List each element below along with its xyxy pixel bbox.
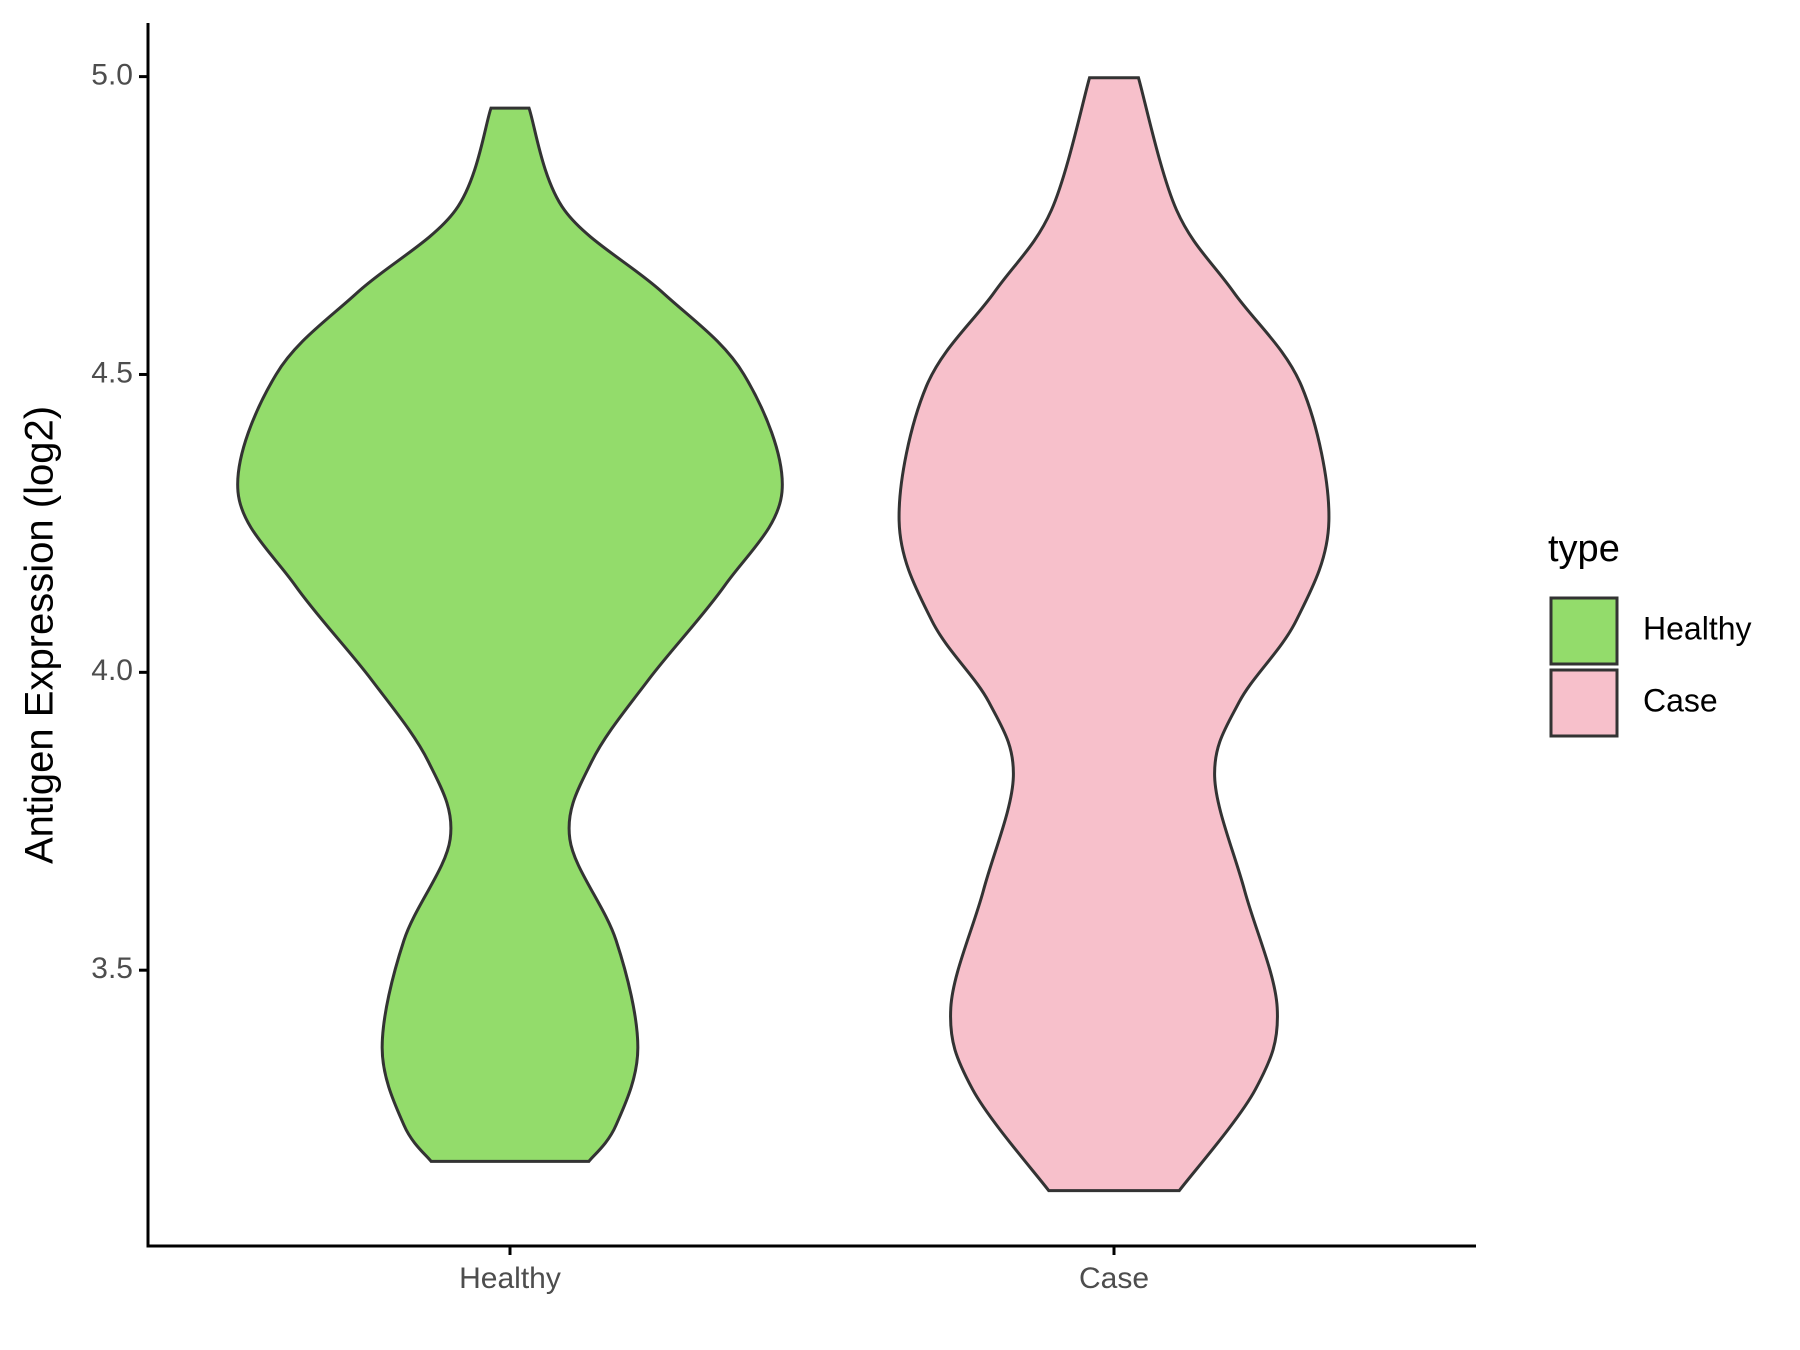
y-tick-label: 4.0 xyxy=(91,654,133,687)
violin xyxy=(897,76,1331,1193)
legend-title: type xyxy=(1548,528,1620,570)
y-tick-label: 5.0 xyxy=(91,59,133,92)
x-tick-label: Healthy xyxy=(459,1262,561,1295)
legend-label: Healthy xyxy=(1643,610,1752,646)
x-tick-label: Case xyxy=(1079,1262,1149,1295)
y-tick-label: 3.5 xyxy=(91,952,133,985)
legend-key xyxy=(1549,596,1619,666)
y-axis-title: Antigen Expression (log2) xyxy=(18,406,62,864)
violin xyxy=(236,106,784,1163)
y-tick-label: 4.5 xyxy=(91,356,133,389)
legend-label: Case xyxy=(1643,682,1718,718)
legend-key xyxy=(1549,668,1619,738)
